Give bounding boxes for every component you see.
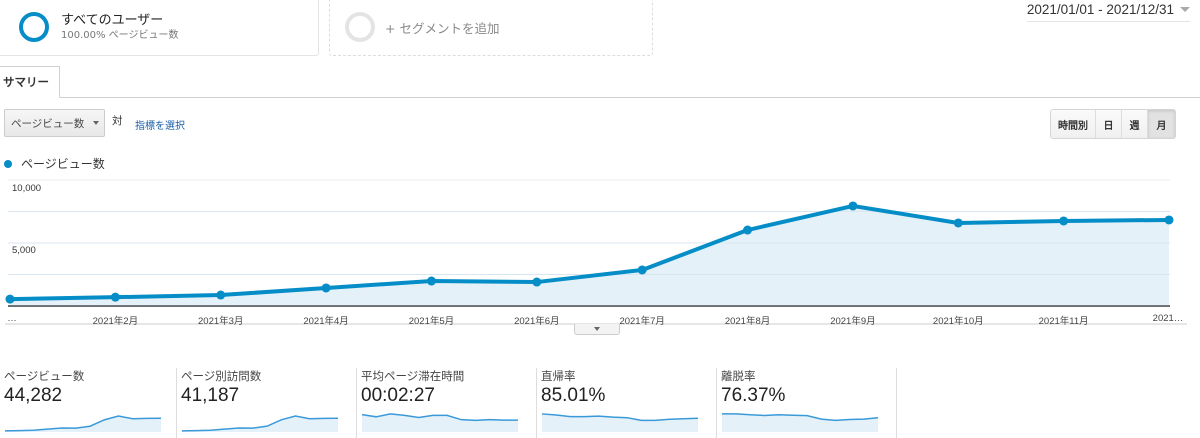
x-tick: 2021… xyxy=(1152,313,1184,324)
tab-summary[interactable]: サマリー xyxy=(0,66,60,98)
stat-unique-pageviews[interactable]: ページ別訪問数 41,187 xyxy=(177,368,357,438)
stat-bounce-rate[interactable]: 直帰率 85.01% xyxy=(537,368,717,438)
sparkline xyxy=(722,413,879,432)
metric-select[interactable]: ページビュー数 xyxy=(4,109,105,137)
x-tick: 2021年9月 xyxy=(830,316,876,327)
x-tick: 2021年6月 xyxy=(514,316,560,327)
sparkline xyxy=(361,413,518,432)
sparkline xyxy=(181,415,339,432)
triangle-down-icon xyxy=(594,327,600,331)
stat-pageviews[interactable]: ページビュー数 44,282 xyxy=(0,368,177,438)
stat-label: ページ別訪問数 xyxy=(181,369,262,383)
empty-segment-ring-icon xyxy=(345,12,375,42)
granularity-week-button[interactable]: 週 xyxy=(1122,110,1148,138)
legend-label: ページビュー数 xyxy=(21,157,105,171)
chart-collapse-toggle[interactable] xyxy=(574,324,620,335)
stat-value: 85.01% xyxy=(541,385,606,406)
chart-legend: ページビュー数 xyxy=(4,155,105,172)
summary-stats: ページビュー数 44,282 ページ別訪問数 41,187 平均ページ滞在時間 … xyxy=(0,368,897,438)
sparkline xyxy=(541,413,699,432)
stat-value: 41,187 xyxy=(181,385,240,406)
x-tick: 2021年8月 xyxy=(724,316,771,327)
granularity-hourly-button[interactable]: 時間別 xyxy=(1051,110,1096,138)
stat-value: 00:02:27 xyxy=(361,385,435,406)
x-tick: … xyxy=(7,313,17,324)
granularity-toggle: 時間別 日 週 月 xyxy=(1050,109,1176,139)
x-tick: 2021年3月 xyxy=(198,316,244,327)
tab-bar: サマリー xyxy=(0,66,1200,98)
x-tick: 2021年4月 xyxy=(303,316,349,327)
x-tick: 2021年2月 xyxy=(92,316,139,327)
select-metric-link[interactable]: 指標を選択 xyxy=(135,121,185,132)
x-tick: 2021年7月 xyxy=(619,316,665,327)
stat-avg-time-on-page[interactable]: 平均ページ滞在時間 00:02:27 xyxy=(357,368,537,438)
x-tick: 2021年10月 xyxy=(932,316,984,327)
x-tick: 2021年5月 xyxy=(408,316,455,327)
date-range-text: 2021/01/01 - 2021/12/31 xyxy=(1026,2,1174,17)
chevron-down-icon xyxy=(1180,7,1190,12)
add-segment-button[interactable]: + セグメントを追加 xyxy=(329,0,653,56)
stat-value: 44,282 xyxy=(4,385,63,406)
stat-value: 76.37% xyxy=(721,385,786,406)
segment-all-users[interactable]: すべてのユーザー 100.00% ページビュー数 xyxy=(0,0,319,56)
vs-label: 対 xyxy=(112,115,123,127)
granularity-day-button[interactable]: 日 xyxy=(1096,110,1122,138)
x-tick: 2021年11月 xyxy=(1038,316,1089,327)
granularity-month-button[interactable]: 月 xyxy=(1148,110,1175,138)
stat-label: 離脱率 xyxy=(721,369,756,383)
stat-exit-rate[interactable]: 離脱率 76.37% xyxy=(717,368,897,438)
line-chart[interactable]: 10,000 5,000 … 2021年2月 2021年3月 2021年4月 2021年… xyxy=(0,175,1200,340)
segment-title: すべてのユーザー xyxy=(61,12,164,28)
date-range-picker[interactable]: 2021/01/01 - 2021/12/31 xyxy=(1026,0,1190,22)
stat-label: 平均ページ滞在時間 xyxy=(361,369,465,383)
chart-canvas xyxy=(5,179,1187,325)
chevron-down-icon xyxy=(93,121,100,125)
y-tick-5000: 5,000 xyxy=(12,245,36,256)
sparkline xyxy=(4,415,162,432)
y-tick-10000: 10,000 xyxy=(12,183,42,194)
legend-dot-icon xyxy=(4,159,12,168)
metric-select-value: ページビュー数 xyxy=(11,117,85,130)
add-segment-label: + セグメントを追加 xyxy=(385,20,500,36)
stat-label: ページビュー数 xyxy=(4,369,85,383)
segment-ring-icon xyxy=(19,12,49,42)
stat-label: 直帰率 xyxy=(541,369,576,383)
segment-subtitle: 100.00% ページビュー数 xyxy=(61,29,179,41)
